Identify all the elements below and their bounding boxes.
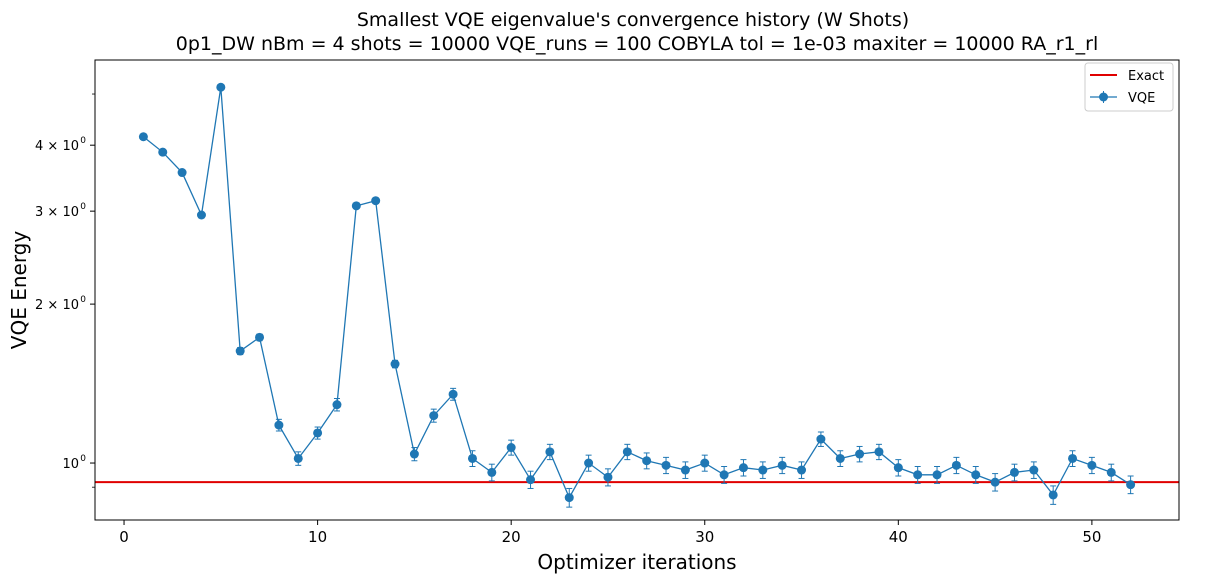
vqe-point (138, 132, 148, 142)
y-tick-exponent: 0 (80, 136, 86, 146)
chart-subtitle: 0p1_DW nBm = 4 shots = 10000 VQE_runs = … (176, 33, 1098, 55)
vqe-point (196, 210, 206, 220)
vqe-point (487, 467, 497, 477)
vqe-point (564, 493, 574, 503)
vqe-point (1126, 480, 1136, 490)
x-tick-label: 20 (502, 528, 521, 546)
vqe-point (467, 453, 477, 463)
vqe-point (990, 477, 1000, 487)
vqe-point (1087, 460, 1097, 470)
plot-frame (94, 59, 1180, 521)
vqe-point (835, 453, 845, 463)
vqe-point (448, 389, 458, 399)
legend-exact-label: Exact (1128, 69, 1164, 84)
vqe-point (332, 400, 342, 410)
vqe-point (429, 411, 439, 421)
vqe-point (1068, 453, 1078, 463)
vqe-point (951, 460, 961, 470)
vqe-point (1048, 490, 1058, 500)
x-tick-label: 30 (695, 528, 714, 546)
y-axis: 10 02 × 10 03 × 10 04 × 10 0 (35, 93, 95, 488)
vqe-point (390, 359, 400, 369)
y-tick-exponent: 0 (80, 295, 86, 305)
y-tick-exponent: 0 (80, 454, 86, 464)
vqe-point (1106, 467, 1116, 477)
vqe-point (719, 470, 729, 480)
x-axis: 0 10 20 30 40 50 (119, 520, 1101, 546)
vqe-point (1029, 465, 1039, 475)
vqe-point (758, 465, 768, 475)
x-tick-label: 40 (889, 528, 908, 546)
vqe-point (738, 463, 748, 473)
chart-title: Smallest VQE eigenvalue's convergence hi… (357, 9, 909, 31)
vqe-point (971, 470, 981, 480)
vqe-point (526, 475, 536, 485)
x-tick-label: 0 (119, 528, 129, 546)
vqe-point (235, 346, 245, 356)
vqe-point (603, 472, 613, 482)
x-axis-label: Optimizer iterations (537, 550, 736, 574)
vqe-point (874, 447, 884, 457)
plot-area (95, 82, 1179, 508)
vqe-point (1009, 467, 1019, 477)
vqe-point (913, 470, 923, 480)
vqe-point (293, 453, 303, 463)
vqe-point (506, 443, 516, 453)
legend-vqe-label: VQE (1128, 91, 1155, 106)
vqe-point (177, 168, 187, 178)
x-tick-label: 50 (1082, 528, 1101, 546)
y-tick-label: 4 × 10 (35, 139, 79, 154)
vqe-point (855, 449, 865, 459)
vqe-point (797, 465, 807, 475)
x-tick-label: 10 (308, 528, 327, 546)
vqe-point (545, 447, 555, 457)
vqe-point (255, 332, 265, 342)
vqe-point (158, 147, 168, 157)
vqe-point (584, 458, 594, 468)
vqe-point (351, 201, 361, 211)
vqe-point (816, 434, 826, 444)
legend-vqe-marker (1099, 92, 1108, 102)
y-axis-label: VQE Energy (7, 231, 31, 350)
vqe-series-line (142, 87, 1131, 500)
vqe-point (409, 449, 419, 459)
vqe-point (700, 458, 710, 468)
y-tick-exponent: 0 (80, 202, 86, 212)
y-tick-label: 10 (62, 457, 79, 472)
legend: Exact VQE (1084, 62, 1174, 112)
vqe-point (313, 428, 323, 438)
vqe-point (216, 82, 226, 92)
vqe-point (680, 465, 690, 475)
vqe-point (274, 420, 284, 430)
vqe-point (777, 460, 787, 470)
vqe-point (642, 456, 652, 466)
vqe-point (661, 460, 671, 470)
vqe-point (893, 463, 903, 473)
vqe-point (932, 470, 942, 480)
y-tick-label: 3 × 10 (35, 205, 79, 220)
vqe-point (371, 196, 381, 206)
vqe-point (622, 447, 632, 457)
y-tick-label: 2 × 10 (35, 298, 79, 313)
